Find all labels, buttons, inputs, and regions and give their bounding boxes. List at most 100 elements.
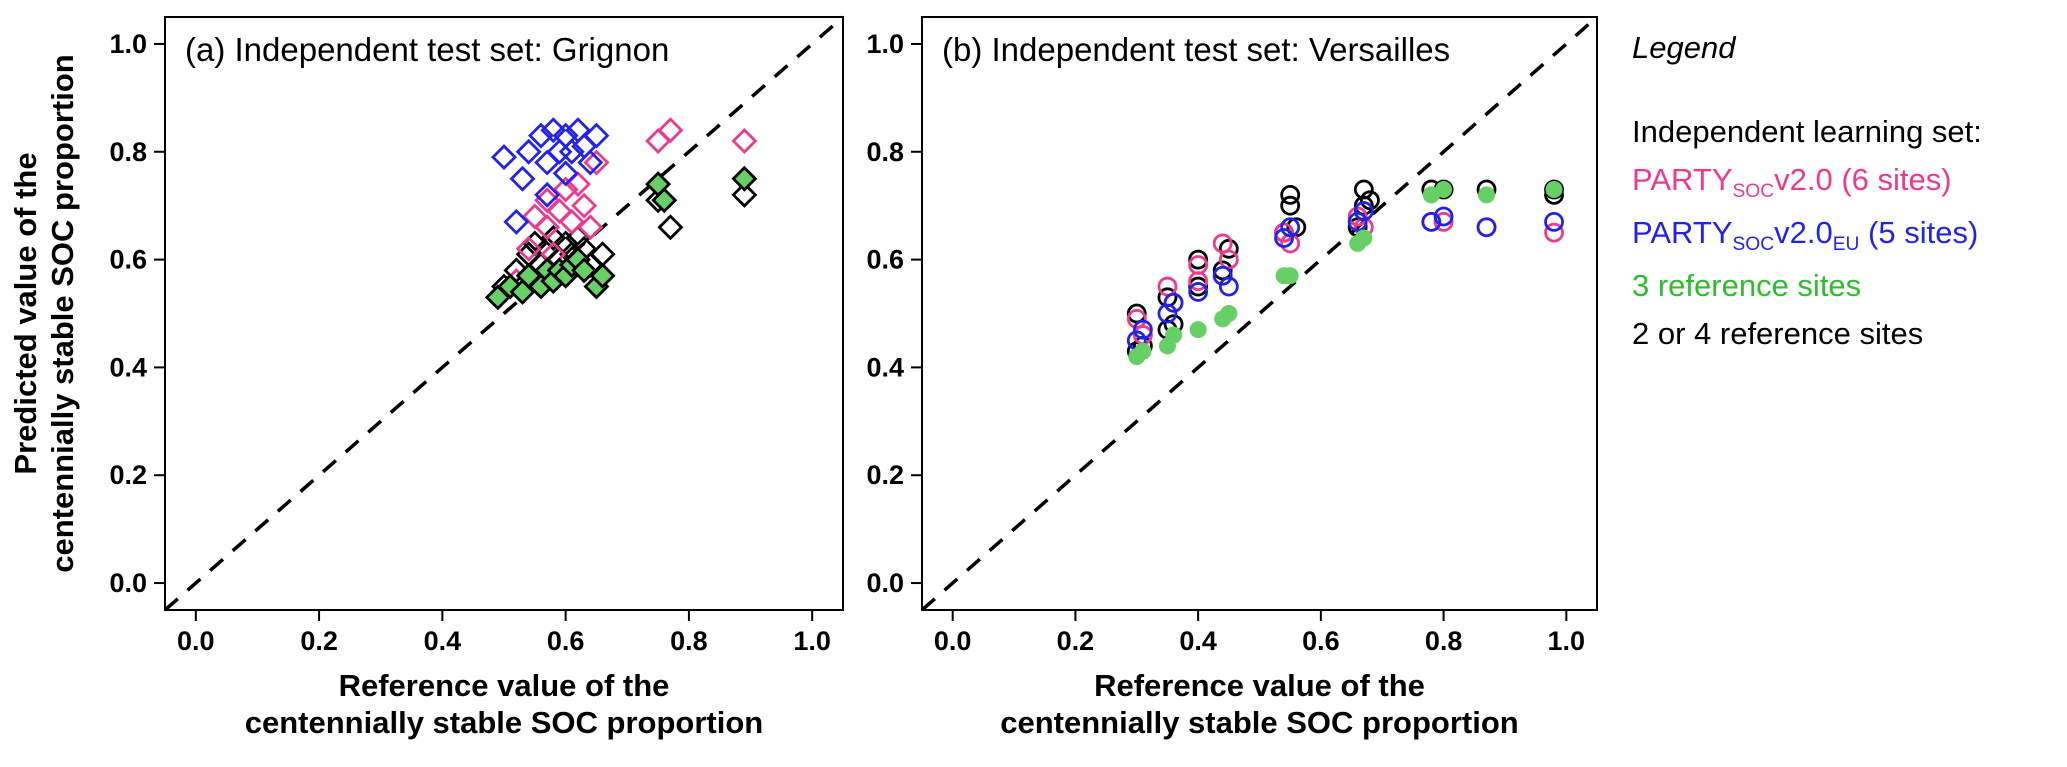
data-point-circle: [1545, 181, 1563, 199]
data-point-circle: [1280, 217, 1301, 238]
data-point-circle: [1433, 206, 1454, 227]
svg-text:0.8: 0.8: [109, 137, 147, 167]
chart-panel-b: 0.0 0.2 0.4 0.6 0.8 1.0 0.0 0.2 0.4 0.6 0.8 1.0 (b) …: [866, 15, 1599, 740]
chart-panel-a: 0.0 0.2 0.4 0.6 0.8 1.0 0.0 0.2 0.4 0.6 0.8 1.0 (a) …: [8, 15, 845, 740]
data-point-diamond: [491, 144, 517, 171]
data-point-circle: [1360, 190, 1380, 211]
svg-text:0.4: 0.4: [109, 352, 147, 382]
data-point-diamond: [583, 122, 610, 149]
data-point-circle: [1544, 211, 1564, 232]
svg-text:0.0: 0.0: [934, 626, 972, 656]
svg-text:0.2: 0.2: [866, 460, 904, 490]
data-point-circle: [1281, 267, 1299, 285]
data-point-circle: [1165, 326, 1183, 344]
data-point-circle: [1280, 195, 1301, 216]
panel-title: (b) Independent test set: Versailles: [942, 31, 1450, 68]
data-point-diamond: [503, 208, 530, 235]
legend-subtitle: Independent learning set:: [1632, 114, 1982, 149]
data-point-circle: [1544, 222, 1564, 243]
svg-text:0.8: 0.8: [1425, 626, 1463, 656]
svg-text:centennially stable SOC propor: centennially stable SOC proportion: [45, 54, 80, 572]
axis-ticks: 0.0 0.2 0.4 0.6 0.8 1.0 0.0 0.2 0.4 0.6 0.8 1.0: [866, 29, 1585, 656]
data-point-circle: [1133, 319, 1153, 340]
data-point-diamond: [546, 138, 573, 165]
data-point-circle: [1478, 186, 1496, 204]
data-point-diamond: [552, 160, 579, 187]
data-point-circle: [1134, 342, 1152, 360]
svg-text:0.6: 0.6: [1302, 626, 1340, 656]
data-point-diamond: [534, 181, 561, 208]
data-point-diamond: [558, 138, 585, 165]
y-axis-label: Predicted value of the centennially stabl…: [8, 54, 80, 572]
data-point-diamond: [540, 225, 567, 252]
data-point-circle: [1421, 211, 1442, 232]
svg-text:0.4: 0.4: [866, 352, 904, 382]
data-point-circle: [1188, 282, 1209, 302]
data-point-circle: [1435, 181, 1453, 199]
data-point-circle: [1353, 179, 1374, 200]
axis-ticks: 0.0 0.2 0.4 0.6 0.8 1.0 0.0 0.2 0.4 0.6 0.8 1.0: [109, 29, 831, 656]
legend-entry-party-v20: PARTYSOCv2.0 (6 sites): [1632, 162, 1952, 203]
data-point-circle: [1218, 238, 1239, 259]
data-point-circle: [1274, 222, 1294, 243]
data-point-diamond: [583, 149, 610, 176]
svg-text:centennially stable SOC propor: centennially stable SOC proportion: [245, 705, 763, 740]
data-point-diamond: [731, 181, 758, 208]
svg-text:0.6: 0.6: [547, 626, 585, 656]
series-party-v20-eu: [1126, 201, 1564, 351]
svg-text:0.8: 0.8: [866, 137, 904, 167]
data-point-diamond: [515, 138, 542, 165]
data-point-diamond: [558, 208, 585, 235]
data-point-circle: [1280, 184, 1301, 205]
data-point-diamond: [509, 165, 536, 192]
svg-text:0.2: 0.2: [109, 460, 147, 490]
svg-text:1.0: 1.0: [109, 29, 147, 59]
series-party-v20: [503, 117, 758, 295]
data-point-circle: [1188, 276, 1209, 297]
data-point-diamond: [657, 214, 684, 241]
legend-entry-ref-3: 3 reference sites: [1632, 268, 1862, 304]
svg-text:1.0: 1.0: [1548, 626, 1586, 656]
legend-entry-ref-2or4: 2 or 4 reference sites: [1632, 316, 1924, 352]
svg-text:0.0: 0.0: [109, 568, 147, 598]
plot-box: [921, 16, 1598, 611]
data-point-circle: [1188, 271, 1209, 292]
svg-text:Reference value of the: Reference value of the: [1094, 668, 1425, 703]
data-point-circle: [1433, 211, 1454, 232]
series-party-v20-eu: [491, 117, 610, 235]
svg-text:0.2: 0.2: [300, 626, 338, 656]
data-point-circle: [1347, 206, 1368, 227]
data-point-diamond: [571, 257, 598, 284]
svg-text:centennially stable SOC propor: centennially stable SOC proportion: [1000, 705, 1518, 740]
data-point-diamond: [515, 235, 542, 262]
data-point-circle: [1218, 276, 1239, 297]
data-point-circle: [1274, 228, 1294, 248]
data-point-circle: [1212, 265, 1233, 286]
svg-text:0.2: 0.2: [1057, 626, 1095, 656]
legend-entry-party-v20-eu: PARTYSOCv2.0EU (5 sites): [1632, 215, 1979, 256]
svg-text:0.6: 0.6: [109, 245, 147, 275]
data-point-diamond: [589, 262, 616, 289]
data-point-diamond: [731, 165, 758, 192]
data-point-diamond: [540, 117, 567, 144]
data-point-diamond: [577, 214, 604, 241]
svg-text:Predicted value of the: Predicted value of the: [8, 152, 43, 474]
data-point-diamond: [528, 122, 554, 149]
data-point-diamond: [552, 176, 579, 203]
data-point-diamond: [657, 117, 684, 144]
svg-text:Reference value of the: Reference value of the: [339, 668, 670, 703]
data-point-circle: [1347, 211, 1368, 232]
data-point-circle: [1188, 249, 1209, 270]
data-point-circle: [1353, 201, 1374, 221]
svg-text:0.4: 0.4: [1179, 626, 1217, 656]
data-point-circle: [1476, 217, 1497, 238]
svg-text:0.4: 0.4: [424, 626, 462, 656]
legend-title: Legend: [1632, 30, 1736, 65]
data-point-diamond: [651, 187, 678, 214]
data-point-diamond: [577, 149, 604, 176]
panel-title: (a) Independent test set: Grignon: [185, 31, 669, 68]
data-point-circle: [1355, 229, 1373, 247]
svg-text:1.0: 1.0: [793, 626, 831, 656]
